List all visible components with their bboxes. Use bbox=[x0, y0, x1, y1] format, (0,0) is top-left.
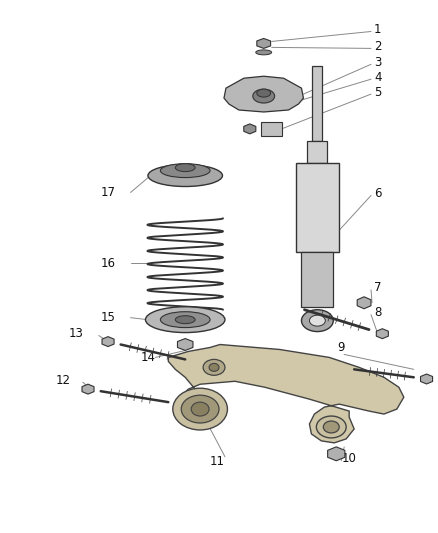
Ellipse shape bbox=[203, 359, 225, 375]
Text: 1: 1 bbox=[374, 23, 381, 36]
Text: 14: 14 bbox=[141, 351, 155, 364]
Text: 3: 3 bbox=[374, 56, 381, 69]
Polygon shape bbox=[261, 122, 282, 136]
Text: 15: 15 bbox=[101, 311, 116, 324]
Ellipse shape bbox=[173, 388, 227, 430]
Polygon shape bbox=[168, 344, 404, 443]
Polygon shape bbox=[357, 297, 371, 309]
Ellipse shape bbox=[209, 364, 219, 372]
Polygon shape bbox=[102, 337, 114, 346]
Text: 17: 17 bbox=[101, 186, 116, 199]
Polygon shape bbox=[328, 447, 345, 461]
Polygon shape bbox=[420, 374, 433, 384]
Polygon shape bbox=[307, 141, 327, 163]
Ellipse shape bbox=[257, 89, 271, 97]
Ellipse shape bbox=[148, 165, 223, 187]
Text: 11: 11 bbox=[210, 455, 225, 469]
Text: 6: 6 bbox=[374, 187, 381, 200]
Ellipse shape bbox=[181, 395, 219, 423]
Ellipse shape bbox=[175, 164, 195, 172]
Polygon shape bbox=[177, 338, 193, 351]
Polygon shape bbox=[296, 163, 339, 252]
Text: 4: 4 bbox=[374, 71, 381, 84]
Text: 16: 16 bbox=[101, 256, 116, 270]
Text: 9: 9 bbox=[337, 341, 345, 354]
Ellipse shape bbox=[316, 416, 346, 438]
Ellipse shape bbox=[253, 89, 275, 103]
Text: 2: 2 bbox=[374, 40, 381, 53]
Ellipse shape bbox=[175, 316, 195, 324]
Ellipse shape bbox=[256, 50, 272, 55]
Ellipse shape bbox=[309, 315, 325, 326]
Text: 13: 13 bbox=[69, 327, 84, 340]
Ellipse shape bbox=[323, 421, 339, 433]
Ellipse shape bbox=[301, 310, 333, 332]
Text: 10: 10 bbox=[341, 453, 356, 465]
Text: 5: 5 bbox=[374, 86, 381, 99]
Polygon shape bbox=[376, 329, 389, 338]
Polygon shape bbox=[224, 76, 304, 112]
Polygon shape bbox=[244, 124, 256, 134]
Ellipse shape bbox=[160, 164, 210, 177]
Text: 7: 7 bbox=[374, 281, 381, 294]
Polygon shape bbox=[312, 66, 322, 141]
Polygon shape bbox=[257, 38, 271, 49]
Text: 12: 12 bbox=[56, 374, 71, 387]
Text: 8: 8 bbox=[374, 306, 381, 319]
Ellipse shape bbox=[191, 402, 209, 416]
Polygon shape bbox=[301, 252, 333, 307]
Ellipse shape bbox=[160, 312, 210, 328]
Polygon shape bbox=[82, 384, 94, 394]
Ellipse shape bbox=[145, 307, 225, 333]
